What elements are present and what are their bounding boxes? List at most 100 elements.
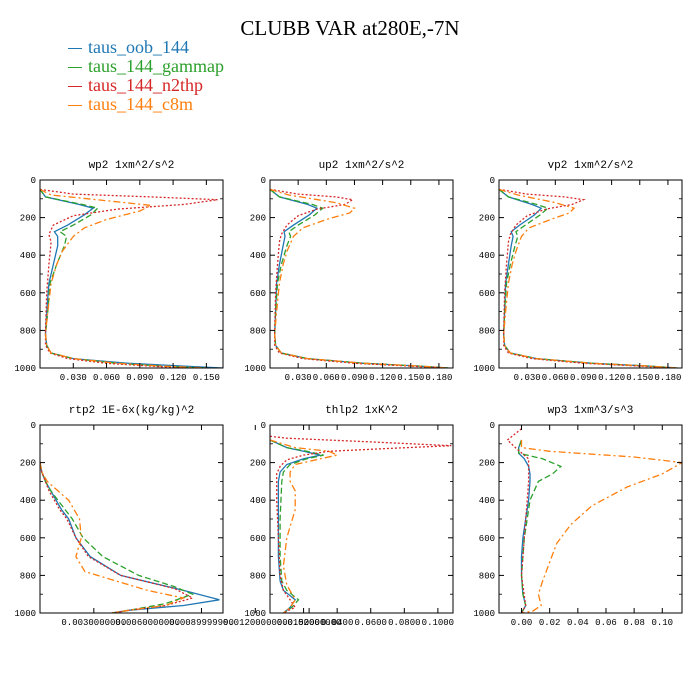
- x-tick-label: 0.120: [598, 373, 625, 383]
- y-tick-label: 1000: [14, 609, 36, 619]
- x-tick-label: 0.10: [651, 618, 673, 628]
- subplot-1: wp2 1xm^2/s^2 0 200 400 600 800 1000 0.030 0.060…: [14, 160, 224, 383]
- series-line-taus_144_gammap: [40, 189, 207, 368]
- y-tick-label: 600: [20, 289, 36, 299]
- y-tick-label: 200: [250, 459, 266, 469]
- y-tick-label: 800: [250, 571, 266, 581]
- legend-label: taus_144_gammap: [88, 56, 224, 76]
- y-tick-label: 400: [479, 496, 495, 506]
- y-tick-label: 400: [250, 251, 266, 261]
- x-tick-label: 0.180: [425, 373, 452, 383]
- legend-swatch: [68, 48, 82, 49]
- y-tick-label: 0: [261, 176, 266, 186]
- figure-title: CLUBB VAR at280E,-7N: [240, 16, 460, 40]
- x-tick-label: 0.04: [567, 618, 589, 628]
- y-tick-label: 1000: [244, 609, 266, 619]
- legend-item: taus_oob_144: [68, 38, 224, 57]
- subplot-title: vp2 1xm^2/s^2: [548, 160, 634, 172]
- x-tick-label: 0.060: [542, 373, 569, 383]
- x-tick-label: 0.180: [654, 373, 681, 383]
- subplot-2: up2 1xm^2/s^2 0 200 400 600 800 1000 0.030 0.060…: [244, 160, 454, 383]
- series-line-taus_144_c8m: [40, 188, 207, 368]
- y-tick-label: 1000: [14, 364, 36, 374]
- y-tick-label: 0: [261, 421, 266, 431]
- x-tick-label: 0.0150000000: [277, 618, 342, 628]
- x-tick-label: 0.030: [514, 373, 541, 383]
- x-tick-label: 0.060: [313, 373, 340, 383]
- series-line-taus_144_gammap: [270, 188, 449, 368]
- y-tick-label: 400: [479, 251, 495, 261]
- legend-item: taus_144_c8m: [68, 95, 224, 114]
- x-tick-label: 0.06: [595, 618, 617, 628]
- plot-frame: [498, 179, 683, 369]
- y-tick-label: 200: [20, 214, 36, 224]
- y-tick-label: 800: [20, 571, 36, 581]
- legend-item: taus_144_gammap: [68, 57, 224, 76]
- subplot-6: wp3 1xm^3/s^3 0 200 400 600 800 1000 0.00 0.02 0.…: [473, 405, 683, 628]
- series-line-taus_144_n2thp: [40, 462, 195, 613]
- series-line-taus_oob_144: [270, 188, 449, 368]
- y-tick-label: 400: [20, 496, 36, 506]
- x-tick-label: 0.08: [623, 618, 645, 628]
- legend: taus_oob_144 taus_144_gammap taus_144_n2…: [68, 38, 224, 114]
- x-tick-label: 0.02: [539, 618, 561, 628]
- x-tick-label: 0.0200: [287, 618, 319, 628]
- x-tick-label: 0.090: [341, 373, 368, 383]
- x-tick-label: 0.120: [160, 373, 187, 383]
- x-tick-label: 0.1000: [422, 618, 454, 628]
- x-tick-label: 0.0600: [355, 618, 387, 628]
- series-line-taus_144_n2thp: [506, 428, 530, 613]
- x-tick-label: 0.0089999990: [169, 618, 234, 628]
- series-line-taus_144_c8m: [40, 462, 186, 613]
- legend-swatch: [68, 67, 82, 68]
- y-tick-label: 1000: [473, 364, 495, 374]
- legend-label: taus_oob_144: [88, 37, 189, 57]
- y-tick-label: 200: [20, 459, 36, 469]
- y-tick-label: 600: [479, 289, 495, 299]
- plot-frame: [498, 424, 683, 614]
- y-tick-label: 1000: [244, 364, 266, 374]
- x-tick-label: 0.0800: [388, 618, 420, 628]
- y-tick-label: 600: [20, 534, 36, 544]
- subplot-5: thlp2 1xK^2 0 200 400 600 800 1000 0.0200 0.0400…: [244, 405, 454, 628]
- y-tick-label: 1000: [473, 609, 495, 619]
- x-tick-label: 0.120: [369, 373, 396, 383]
- y-tick-label: 600: [250, 534, 266, 544]
- y-tick-label: 800: [250, 326, 266, 336]
- series-line-taus_oob_144: [270, 439, 321, 613]
- subplot-title: rtp2 1E-6x(kg/kg)^2: [69, 405, 194, 417]
- x-tick-label: 0.00: [511, 618, 533, 628]
- y-tick-label: 600: [250, 289, 266, 299]
- series-line-taus_144_n2thp: [270, 188, 444, 368]
- legend-swatch: [68, 105, 82, 106]
- subplot-4: rtp2 1E-6x(kg/kg)^2 0 200 400 600 800 1000 0.00…: [14, 405, 341, 628]
- series-line-taus_144_gammap: [40, 462, 195, 613]
- subplot-title: wp3 1xm^3/s^3: [548, 405, 634, 417]
- y-tick-label: 200: [479, 214, 495, 224]
- series-line-taus_oob_144: [40, 462, 220, 613]
- x-tick-label: 0.030: [285, 373, 312, 383]
- series-line-taus_144_c8m: [520, 440, 682, 613]
- y-tick-label: 600: [479, 534, 495, 544]
- x-tick-label: 0.0030000000: [61, 618, 126, 628]
- x-tick-label: 0.060: [93, 373, 120, 383]
- subplot-3: vp2 1xm^2/s^2 0 200 400 600 800 1000 0.030 0.060…: [473, 160, 683, 383]
- series-line-taus_144_gammap: [518, 439, 563, 613]
- x-tick-label: 0.0400: [321, 618, 353, 628]
- series-line-taus_144_n2thp: [40, 188, 218, 368]
- subplot-title: up2 1xm^2/s^2: [319, 160, 405, 172]
- x-tick-label: 0.090: [126, 373, 153, 383]
- series-line-taus_144_n2thp: [270, 435, 452, 613]
- y-tick-label: 0: [490, 421, 495, 431]
- plot-frame: [269, 424, 454, 614]
- y-tick-label: 0: [490, 176, 495, 186]
- y-tick-label: 0: [31, 176, 36, 186]
- y-tick-label: 800: [479, 571, 495, 581]
- y-tick-label: 0: [31, 421, 36, 431]
- legend-label: taus_144_n2thp: [88, 75, 203, 95]
- y-tick-label: 200: [250, 214, 266, 224]
- series-line-taus_144_c8m: [270, 439, 340, 613]
- y-tick-label: 800: [479, 326, 495, 336]
- plot-frame: [269, 179, 454, 369]
